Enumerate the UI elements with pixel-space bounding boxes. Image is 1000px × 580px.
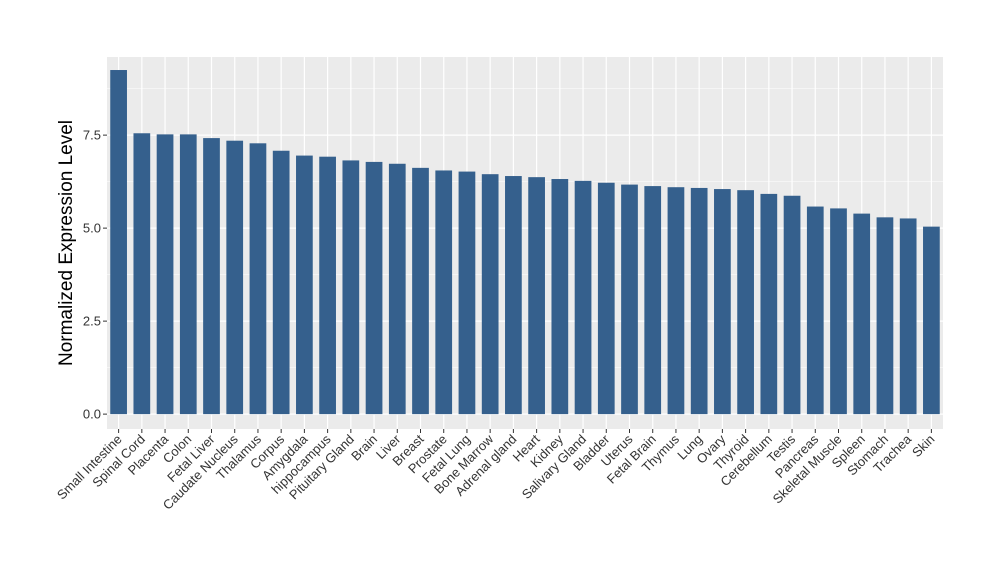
minor-gridlines — [107, 88, 943, 368]
bar — [481, 174, 499, 415]
bar — [853, 213, 871, 415]
bar — [319, 156, 336, 415]
bars — [110, 70, 940, 415]
bar — [714, 189, 731, 415]
bar — [806, 206, 824, 415]
y-tick-label: 2.5 — [83, 314, 101, 329]
bar — [365, 161, 383, 415]
bar — [760, 193, 778, 415]
y-tick-label: 5.0 — [83, 221, 101, 236]
bar — [783, 195, 801, 415]
bar — [226, 140, 244, 415]
bar — [574, 180, 592, 415]
bar — [737, 190, 754, 415]
bar — [923, 226, 940, 415]
bar — [179, 134, 197, 415]
bar — [249, 143, 267, 415]
bar — [899, 218, 917, 415]
bar — [528, 177, 545, 415]
bar — [458, 171, 476, 415]
bar — [110, 70, 127, 415]
bar — [597, 182, 615, 415]
bar — [621, 184, 638, 415]
bar — [342, 160, 360, 415]
bar — [505, 176, 522, 415]
y-tick-label: 7.5 — [83, 128, 101, 143]
bar — [272, 150, 290, 415]
bar — [133, 133, 151, 415]
bar — [435, 170, 453, 415]
bar — [551, 179, 569, 415]
y-tick-label: 0.0 — [83, 407, 101, 422]
y-axis-title: Normalized Expression Level — [56, 120, 77, 366]
bar — [690, 187, 708, 415]
y-axis: 0.0 2.5 5.0 7.5 — [83, 128, 107, 422]
bar — [876, 217, 894, 415]
bar — [644, 186, 662, 415]
bar — [203, 138, 220, 415]
bar — [667, 187, 685, 415]
bar — [830, 208, 847, 415]
plot-panel — [107, 57, 943, 429]
bar — [296, 155, 313, 415]
bar — [156, 134, 174, 415]
bar — [388, 163, 406, 415]
bar — [412, 167, 429, 415]
